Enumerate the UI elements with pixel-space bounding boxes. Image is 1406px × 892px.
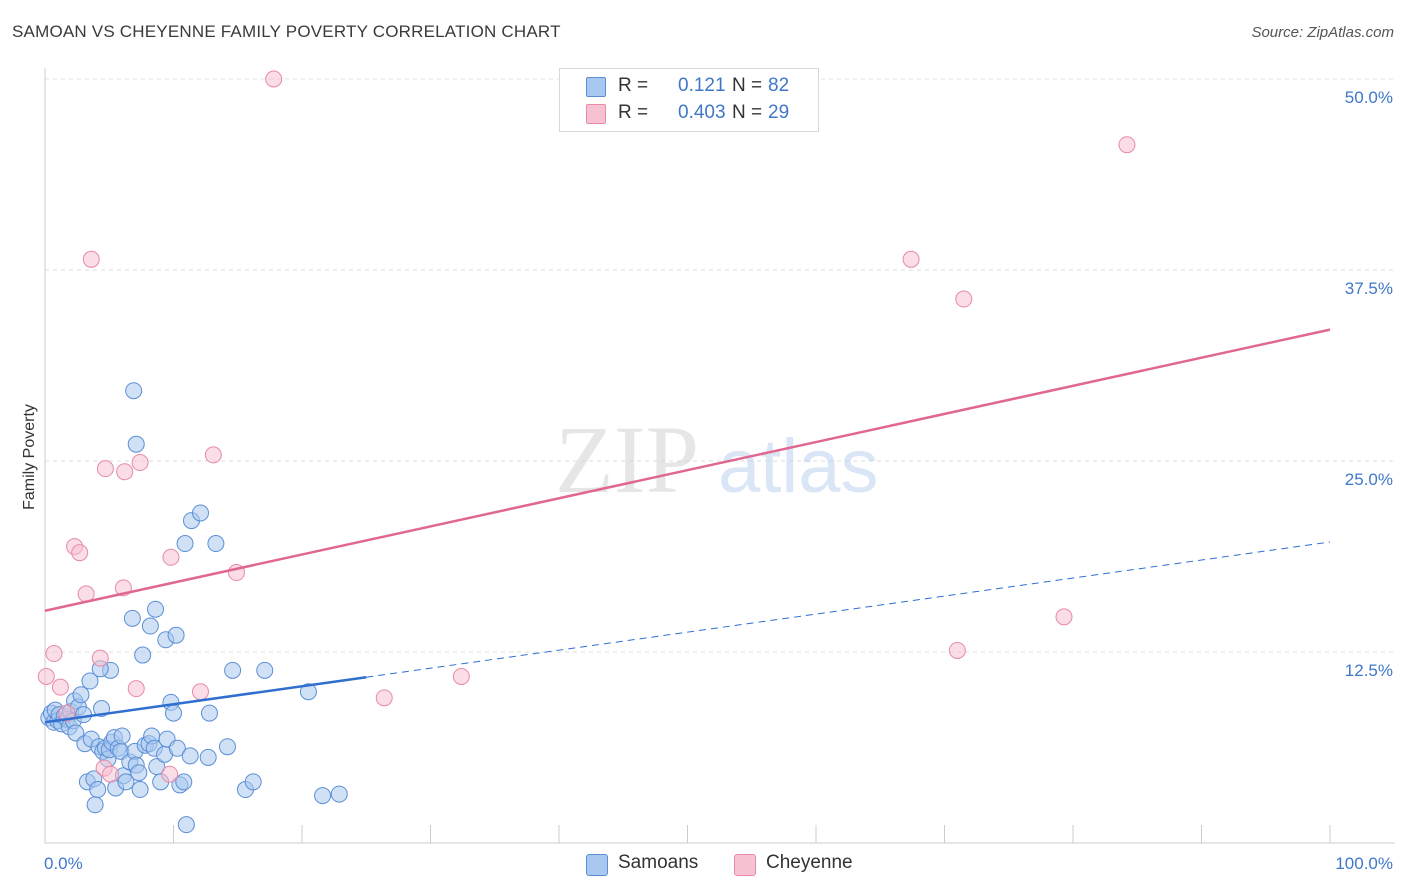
cheyenne-swatch — [586, 104, 606, 124]
samoans-point — [131, 781, 149, 799]
cheyenne-point — [902, 250, 920, 268]
samoans-point — [113, 727, 131, 745]
cheyenne-point — [102, 765, 120, 783]
samoans-point — [200, 704, 218, 722]
samoans-r-value: 0.121 — [678, 75, 726, 96]
chart-title: SAMOAN VS CHEYENNE FAMILY POVERTY CORREL… — [12, 22, 561, 41]
axes — [44, 68, 1395, 844]
cheyenne-point — [191, 683, 209, 701]
trend-lines — [44, 328, 1331, 724]
samoans-point — [207, 535, 225, 553]
watermark-atlas: atlas — [718, 424, 879, 509]
cheyenne-point — [127, 680, 145, 698]
cheyenne-point — [131, 454, 149, 472]
cheyenne-point — [1055, 608, 1073, 626]
y-tick-label: 25.0% — [1345, 470, 1393, 489]
x-tick-label-min: 0.0% — [44, 854, 83, 873]
y-tick-labels: 12.5% 25.0% 37.5% 50.0% — [1345, 88, 1393, 680]
cheyenne-point — [265, 70, 283, 88]
cheyenne-point — [116, 463, 134, 481]
samoans-point — [175, 773, 193, 791]
samoans-point — [224, 661, 242, 679]
samoans-swatch — [586, 77, 606, 97]
samoans-point — [218, 738, 236, 756]
cheyenne-point — [82, 250, 100, 268]
legend-n-label: N = — [732, 102, 763, 123]
samoans-point — [299, 683, 317, 701]
legend-r-label: R = — [618, 102, 649, 123]
samoans-point — [89, 781, 107, 799]
samoans-point — [127, 435, 145, 453]
cheyenne-r-value: 0.403 — [678, 102, 726, 123]
legend-r-label: R = — [618, 75, 649, 96]
samoans-legend-label: Samoans — [618, 852, 699, 873]
samoans-point — [165, 704, 182, 722]
cheyenne-point — [45, 645, 63, 663]
samoans-point — [75, 706, 93, 724]
samoans-point — [191, 504, 209, 522]
cheyenne-point — [71, 544, 89, 562]
cheyenne-point — [58, 704, 76, 722]
cheyenne-point — [1118, 136, 1136, 154]
samoans-point — [244, 773, 262, 791]
cheyenne-legend-label: Cheyenne — [766, 852, 853, 873]
cheyenne-point — [51, 678, 69, 696]
cheyenne-point — [948, 641, 966, 659]
cheyenne-point — [96, 460, 114, 478]
cheyenne-n-value: 29 — [768, 102, 790, 123]
samoans-point — [176, 535, 194, 553]
cheyenne-point — [37, 667, 55, 685]
samoans-point — [177, 816, 195, 834]
samoans-trend-extension — [366, 541, 1331, 678]
cheyenne-points — [37, 70, 1136, 783]
samoans-point — [81, 672, 99, 690]
samoans-point — [72, 686, 90, 704]
cheyenne-point — [161, 765, 179, 783]
samoans-trend-line — [44, 675, 367, 724]
samoans-point — [123, 609, 141, 627]
cheyenne-point — [162, 548, 180, 566]
cheyenne-point — [955, 290, 973, 308]
samoans-point — [125, 382, 143, 400]
samoans-legend-swatch — [586, 854, 608, 876]
samoans-point — [181, 747, 199, 765]
samoans-point — [314, 787, 332, 805]
cheyenne-point — [204, 446, 222, 464]
source-credit: Source: ZipAtlas.com — [1251, 24, 1394, 41]
cheyenne-point — [452, 667, 470, 685]
correlation-legend: R = 0.121 N = 82 R = 0.403 N = 29 — [559, 68, 819, 132]
y-tick-label: 37.5% — [1345, 279, 1393, 298]
samoans-point — [134, 646, 152, 664]
cheyenne-point — [375, 689, 393, 707]
samoans-n-value: 82 — [768, 75, 790, 96]
samoans-point — [130, 764, 148, 782]
watermark: ZIP atlas — [555, 406, 879, 513]
legend-n-label: N = — [732, 75, 763, 96]
samoans-point — [199, 748, 217, 766]
samoans-point — [141, 617, 159, 635]
cheyenne-trend-line — [44, 328, 1331, 612]
y-axis-label: Family Poverty — [21, 404, 38, 510]
samoans-point — [330, 785, 348, 803]
samoans-point — [147, 600, 165, 618]
cheyenne-point — [91, 649, 109, 667]
samoans-point — [167, 626, 185, 644]
y-tick-label: 12.5% — [1345, 661, 1393, 680]
samoans-point — [117, 773, 135, 791]
samoans-points — [40, 382, 348, 834]
samoans-point — [168, 739, 186, 757]
watermark-zip: ZIP — [555, 406, 699, 513]
y-tick-label: 50.0% — [1345, 88, 1393, 107]
cheyenne-legend-swatch — [734, 854, 756, 876]
x-tick-label-max: 100.0% — [1335, 854, 1393, 873]
samoans-point — [256, 661, 274, 679]
samoans-point — [86, 796, 104, 814]
